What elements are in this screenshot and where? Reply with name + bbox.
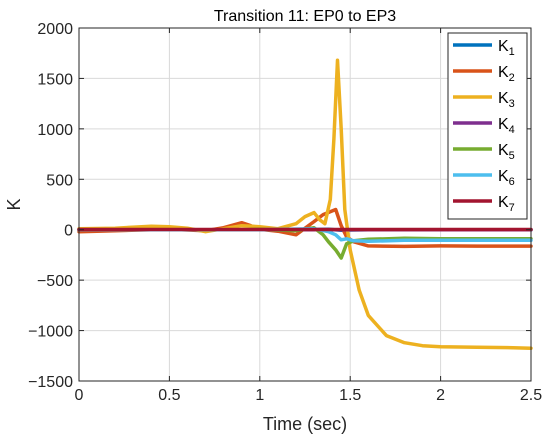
x-tick-label: 0 — [75, 387, 84, 404]
x-tick-label: 2 — [436, 387, 445, 404]
y-tick-label: 1000 — [37, 122, 73, 139]
y-tick-label: 0 — [64, 223, 73, 240]
chart-title: Transition 11: EP0 to EP3 — [214, 8, 396, 25]
legend-subscript: 1 — [509, 46, 515, 58]
y-tick-label: −1500 — [28, 374, 73, 391]
legend-box — [447, 32, 528, 220]
legend-subscript: 7 — [509, 202, 515, 214]
x-tick-label: 0.5 — [158, 387, 180, 404]
legend-subscript: 5 — [509, 150, 515, 162]
y-tick-label: −1000 — [28, 324, 73, 341]
x-axis-label: Time (sec) — [263, 414, 347, 434]
x-tick-label: 1 — [255, 387, 264, 404]
plot-frame — [78, 27, 532, 382]
y-tick-label: −500 — [37, 273, 73, 290]
axis-ticks: 0 0.5 1 1.5 2 2.5 −1500 −1000 −500 0 500 1000 1500 20… — [28, 21, 542, 404]
series-group — [77, 58, 533, 350]
x-tick-label: 2.5 — [520, 387, 542, 404]
y-axis-label: K — [4, 198, 24, 210]
y-tick-label: 1500 — [37, 71, 73, 88]
legend-subscript: 4 — [509, 124, 515, 136]
legend-subscript: 6 — [509, 176, 515, 188]
y-tick-label: 2000 — [37, 21, 73, 38]
x-tick-label: 1.5 — [339, 387, 361, 404]
legend-subscript: 3 — [509, 98, 515, 110]
legend-subscript: 2 — [509, 72, 515, 84]
y-tick-label: 500 — [46, 172, 73, 189]
